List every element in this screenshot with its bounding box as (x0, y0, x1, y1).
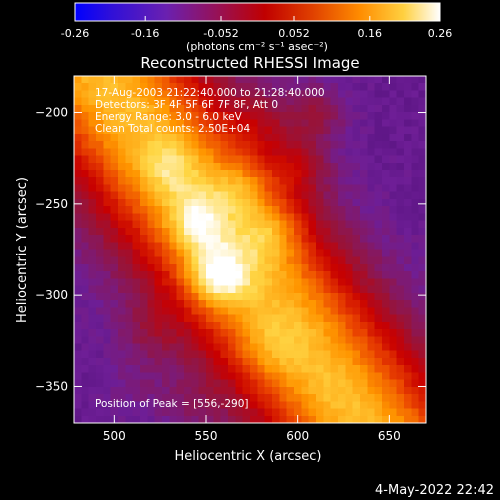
info-line-2: Detectors: 3F 4F 5F 6F 7F 8F, Att 0 (95, 99, 278, 111)
y-axis-title: Heliocentric Y (arcsec) (15, 177, 30, 323)
y-axis-ticks: −200 −250 −300 −350 (35, 106, 426, 393)
y-tick-label: −200 (35, 106, 68, 120)
colorbar-ticks: -0.26 -0.16 -0.052 0.052 0.16 0.26 (61, 16, 452, 40)
info-line-1: 17-Aug-2003 21:22:40.000 to 21:28:40.000 (95, 87, 325, 99)
x-axis-title: Heliocentric X (arcsec) (175, 449, 322, 464)
y-tick-label: −350 (35, 379, 68, 393)
timestamp: 4-May-2022 22:42 (375, 483, 494, 498)
colorbar-tick-label: 0.16 (358, 27, 383, 40)
colorbar-tick-label: 0.052 (278, 27, 310, 40)
x-tick-label: 550 (195, 429, 218, 443)
colorbar-tick-label: -0.052 (203, 27, 238, 40)
colorbar-unit-label: (photons cm⁻² s⁻¹ asec⁻²) (186, 40, 328, 53)
x-tick-label: 600 (286, 429, 309, 443)
colorbar-tick-label: 0.26 (428, 27, 453, 40)
plot-frame (73, 75, 427, 424)
peak-position-label: Position of Peak = [556,-290] (95, 398, 249, 410)
info-line-3: Energy Range: 3.0 - 6.0 keV (95, 111, 243, 123)
y-tick-label: −250 (35, 197, 68, 211)
y-tick-label: −300 (35, 288, 68, 302)
colorbar-tick-label: -0.16 (131, 27, 159, 40)
heatmap-raster (74, 76, 426, 423)
heatmap-image (74, 76, 426, 423)
x-tick-label: 650 (378, 429, 401, 443)
chart-title: Reconstructed RHESSI Image (140, 54, 359, 72)
colorbar (74, 2, 441, 22)
x-tick-label: 500 (103, 429, 126, 443)
colorbar-tick-label: -0.26 (61, 27, 89, 40)
x-axis-ticks: 500 550 600 650 (103, 76, 401, 443)
info-line-4: Clean Total counts: 2.50E+04 (95, 123, 250, 135)
